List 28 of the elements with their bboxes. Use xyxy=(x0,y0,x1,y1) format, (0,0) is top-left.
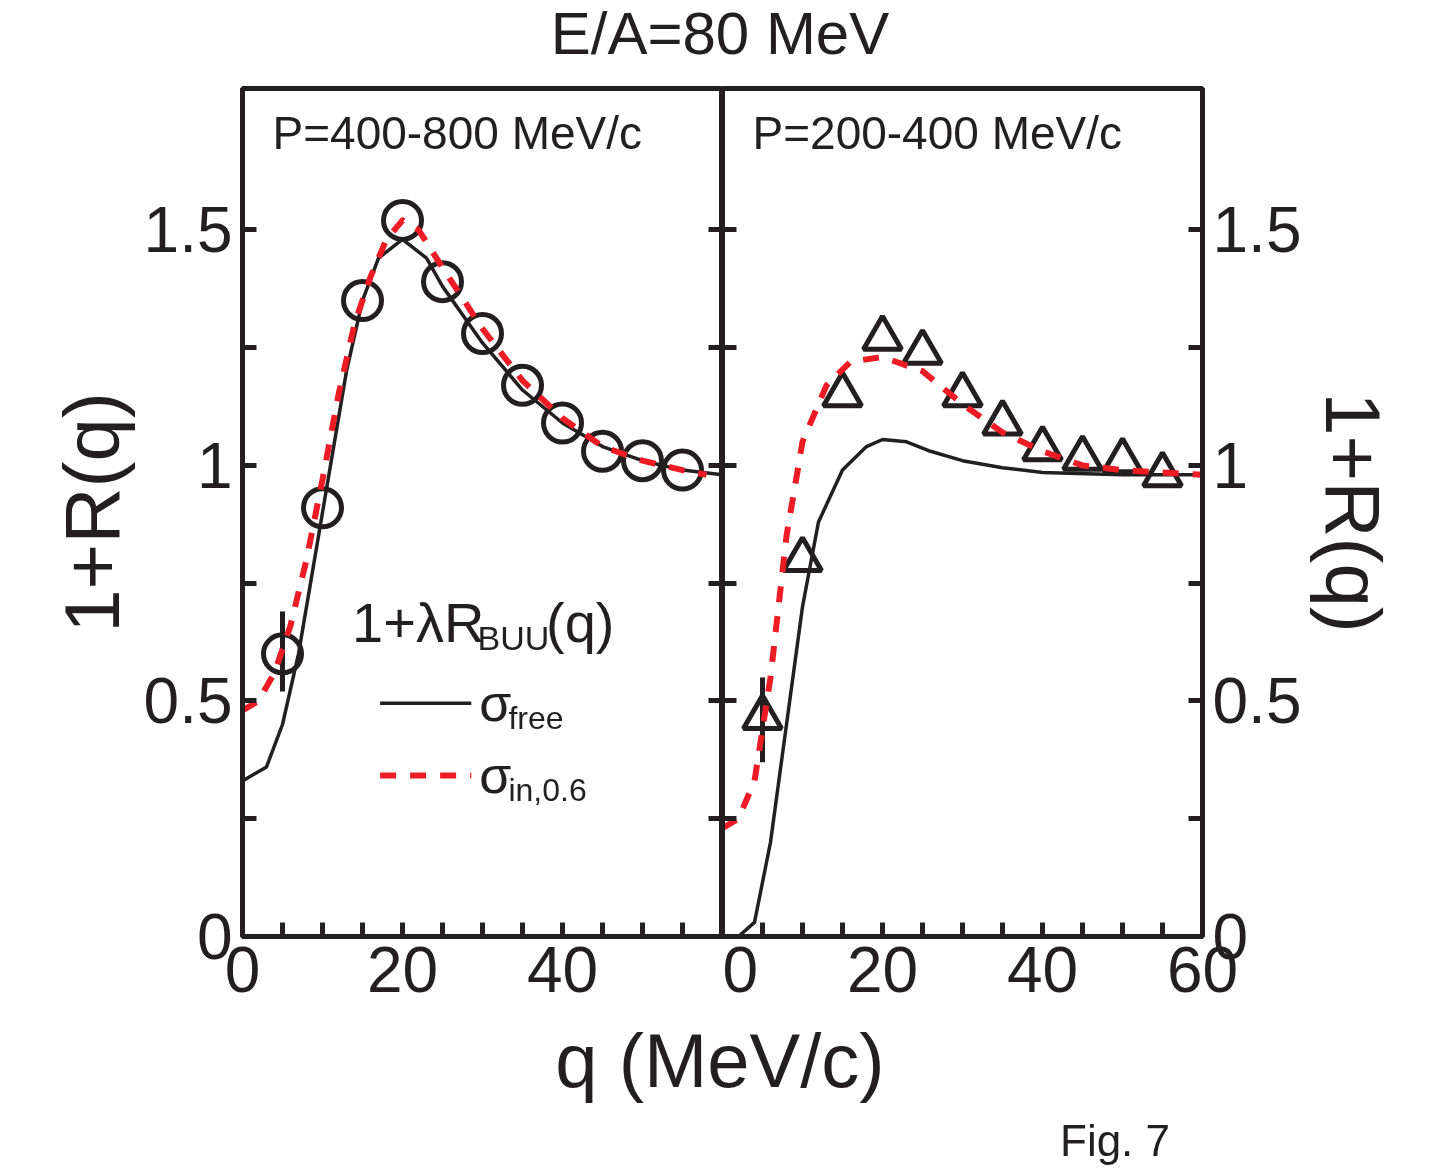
x-axis-title: q (MeV/c) xyxy=(555,1018,885,1103)
chart-title: E/A=80 MeV xyxy=(550,0,890,67)
x-tick-label: 0 xyxy=(722,933,759,1006)
annotation: P=200-400 MeV/c xyxy=(752,106,1123,159)
y2-tick-label: 1.5 xyxy=(1212,194,1302,267)
point xyxy=(261,632,304,676)
point xyxy=(301,486,344,530)
y2-axis-title: 1+R(q) xyxy=(1309,392,1398,633)
y-tick-label: 1.5 xyxy=(143,194,233,267)
point xyxy=(541,401,584,445)
x-tick-label: 20 xyxy=(846,933,919,1006)
point xyxy=(461,312,504,355)
annotation: P=400-800 MeV/c xyxy=(272,106,643,159)
y2-tick-label: 0.5 xyxy=(1212,665,1302,738)
point xyxy=(421,260,464,304)
y-tick-label: 0.5 xyxy=(143,665,233,738)
point xyxy=(661,448,704,492)
x-tick-label: 20 xyxy=(366,933,439,1006)
x-tick-label: 40 xyxy=(1006,933,1079,1006)
y2-tick-label: 1 xyxy=(1212,429,1249,502)
y-tick-label: 1 xyxy=(196,429,233,502)
x-tick-label: 40 xyxy=(526,933,599,1006)
point xyxy=(621,439,664,483)
point xyxy=(341,279,384,322)
caption: Fig. 7 xyxy=(1060,1115,1171,1167)
point xyxy=(381,198,424,242)
y-axis-title: 1+R(q) xyxy=(47,392,136,633)
point xyxy=(501,363,544,407)
